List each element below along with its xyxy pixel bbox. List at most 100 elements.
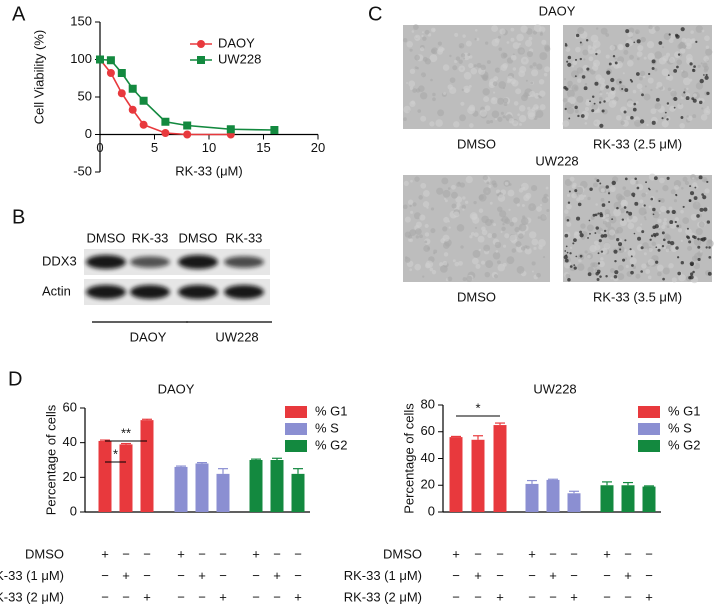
dead-cell xyxy=(597,262,601,265)
cell-texture xyxy=(430,207,435,211)
cell-texture xyxy=(703,68,708,73)
cell-texture xyxy=(695,25,704,33)
dead-cell xyxy=(701,237,706,242)
bar xyxy=(600,485,614,512)
cell-texture xyxy=(495,118,498,121)
cell-texture xyxy=(641,263,647,269)
cell-texture xyxy=(650,108,657,115)
cell-texture xyxy=(600,188,605,193)
dead-cell xyxy=(706,220,711,224)
cell-texture xyxy=(638,207,647,216)
cell-texture xyxy=(408,80,416,88)
dead-cell xyxy=(708,246,711,249)
cell-texture xyxy=(512,67,517,71)
cell-texture xyxy=(518,114,527,123)
dead-cell xyxy=(589,100,591,103)
y-tick-label: 80 xyxy=(421,396,435,411)
cell-texture xyxy=(503,102,508,107)
cell-texture xyxy=(661,68,670,77)
y-tick-label: 20 xyxy=(63,469,77,484)
cell-texture xyxy=(461,204,467,210)
cell-texture xyxy=(507,75,513,82)
cell-texture xyxy=(511,79,519,87)
cell-texture xyxy=(520,56,529,65)
cell-texture xyxy=(520,182,529,191)
cell-texture xyxy=(587,266,594,273)
dead-cell xyxy=(593,102,596,105)
cell-texture xyxy=(410,179,413,183)
treatment-sign: − xyxy=(528,589,536,604)
dead-cell xyxy=(600,234,605,238)
cell-texture xyxy=(610,268,615,273)
cell-texture xyxy=(402,204,408,210)
cell-texture xyxy=(595,27,599,30)
error-bar xyxy=(142,418,152,421)
dead-cell xyxy=(589,232,591,235)
cell-texture xyxy=(415,235,420,239)
cell-texture xyxy=(529,65,533,69)
cell-texture xyxy=(459,114,466,122)
dead-cell xyxy=(669,240,675,246)
cell-texture xyxy=(574,109,579,114)
dead-cell xyxy=(600,250,604,253)
cell-texture xyxy=(635,31,638,34)
cell-texture xyxy=(499,28,506,35)
cell-texture xyxy=(518,233,524,239)
cell-texture xyxy=(623,49,629,55)
dead-cell xyxy=(697,245,701,249)
cell-texture xyxy=(521,203,525,207)
bar xyxy=(249,460,263,512)
error-bar xyxy=(251,458,261,460)
cell-texture xyxy=(533,246,537,250)
cell-texture xyxy=(522,186,526,190)
dead-cell xyxy=(624,239,627,242)
cell-texture xyxy=(485,41,489,45)
cell-texture xyxy=(412,88,417,93)
dead-cell xyxy=(567,201,571,204)
cell-texture xyxy=(472,250,481,258)
dead-cell xyxy=(674,220,677,224)
cell-texture xyxy=(424,223,429,229)
cell-texture xyxy=(537,216,541,219)
cell-texture xyxy=(701,107,704,110)
cell-texture xyxy=(436,48,444,55)
cell-texture xyxy=(443,216,450,223)
dead-cell xyxy=(612,55,616,58)
cell-texture xyxy=(460,53,466,58)
cell-texture xyxy=(692,201,701,210)
bar xyxy=(195,463,209,512)
cell-texture xyxy=(604,208,610,215)
cell-texture xyxy=(608,229,616,236)
cell-texture xyxy=(403,105,411,114)
cell-texture xyxy=(451,184,456,190)
cell-texture xyxy=(584,250,588,254)
error-bar xyxy=(272,457,282,460)
cell-texture xyxy=(449,54,452,58)
treatment-sign: − xyxy=(252,589,260,604)
y-tick-label: 100 xyxy=(70,51,92,66)
legend-marker xyxy=(197,40,205,48)
cell-texture xyxy=(474,28,478,32)
cell-texture xyxy=(591,272,595,275)
dead-cell xyxy=(613,275,618,279)
cell-texture xyxy=(658,211,661,215)
cell-texture xyxy=(692,177,695,180)
dead-cell xyxy=(640,270,643,273)
treatment-label: RK-33 (2 μM) xyxy=(344,589,422,604)
dead-cell xyxy=(641,230,645,234)
dead-cell xyxy=(594,232,597,235)
cell-texture xyxy=(525,39,533,47)
treatment-sign: − xyxy=(624,546,632,561)
cell-texture xyxy=(619,218,627,227)
bar xyxy=(567,493,581,512)
treatment-sign: − xyxy=(143,546,151,561)
dead-cell xyxy=(631,192,636,197)
cell-texture xyxy=(692,182,698,188)
cell-texture xyxy=(422,275,425,278)
marker xyxy=(128,105,137,114)
dead-cell xyxy=(675,246,679,250)
cell-texture xyxy=(645,268,651,274)
treatment-sign: − xyxy=(570,568,578,583)
dead-cell xyxy=(564,44,568,47)
dead-cell xyxy=(691,97,695,101)
